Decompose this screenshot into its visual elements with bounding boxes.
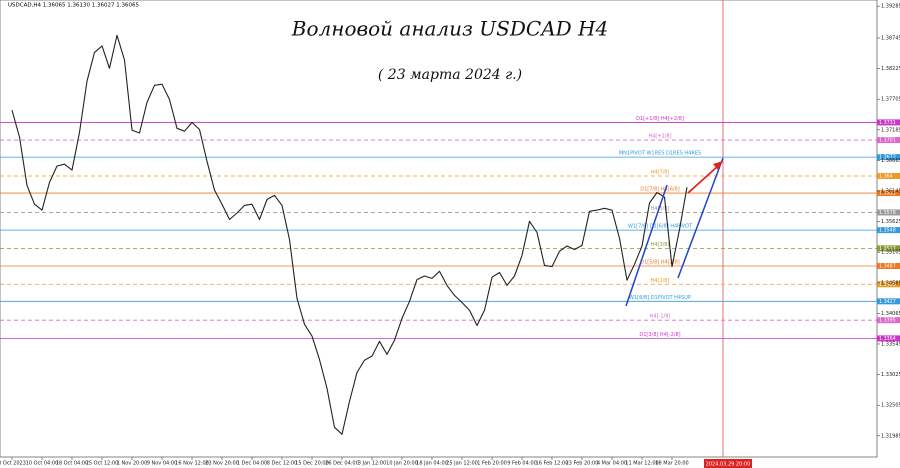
level-tag [877,281,900,288]
level-tag [877,119,900,126]
axis: 1.39285 1.38745 1.38225 1.37705 1.37185 1.366… [0,4,900,467]
level-tag [877,245,900,252]
level-label: H4[+1/8] [648,134,671,140]
x-tick-label: 1 Nov 20:00 [117,461,148,467]
y-tick-label: 1.39285 [881,4,900,10]
x-tick-label: 1 Dec 04:00 [237,461,267,467]
x-tick-label: 23 Feb 20:00 [566,461,599,467]
cursor-label: 2024.03.29 20:00 [706,462,751,468]
y-tick-label: 1.33545 [881,341,900,347]
x-tick-label: 26 Dec 04:00 [325,461,359,467]
level-tag [877,263,900,270]
y-tick-label: 1.35625 [881,219,900,225]
level-label: D1[7/8] H4[6/8] [640,187,680,193]
level-label: H4[7/8] [651,169,670,175]
level-tag-label: 1.3456 [879,282,896,288]
level-tag-label: 1.3487 [879,264,896,270]
level-tag-label: 1.3548 [879,228,896,234]
y-tick-label: 1.32505 [881,403,900,409]
level-tag-label: 1.364 [879,173,893,179]
level-tag [877,227,900,234]
wave-line [677,157,724,279]
level-tag-label: 1.3517 [879,246,896,252]
x-tick-label: 25 Oct 12:00 [86,461,119,467]
levels: D1[+1/8] H4[+2/8] 1.3731 H4[+1/8] 1.3701 MN1… [0,116,900,342]
chart-subtitle: ( 23 марта 2024 г.) [378,67,522,83]
x-tick-label: 9 Nov 04:00 [147,461,178,467]
level-tag-label: 1.3427 [879,299,896,305]
y-tick-label: 1.37705 [881,97,900,103]
y-tick-label: 1.37185 [881,127,900,133]
x-tick-label: 18 Jan 04:00 [416,461,448,467]
x-tick-label: 4 Mar 04:00 [597,461,627,467]
x-tick-label: 16 Nov 12:00 [175,461,209,467]
x-tick-label: 25 Jan 12:00 [446,461,478,467]
y-tick-label: 1.36665 [881,158,900,164]
price-line [11,34,688,435]
level-tag-label: 1.3672 [879,155,896,161]
x-tick-label: 1 Feb 20:00 [477,461,507,467]
level-label: MN1PIVOT W1RES D1RES H4RES [619,151,701,157]
level-label: D1[5/8] H4[2/8] [640,260,680,266]
x-tick-label: 9 Feb 04:00 [507,461,537,467]
level-tag [877,172,900,179]
y-tick-label: 1.34065 [881,311,900,317]
series [11,34,688,435]
x-tick-label: 3 Oct 2023 [0,461,26,467]
y-tick-label: 1.31985 [881,433,900,439]
x-tick-label: 23 Nov 20:00 [205,461,239,467]
cursor-tag [704,459,752,468]
x-tick-label: 3 Jan 12:00 [358,461,386,467]
level-tag-label: 1.3731 [879,120,896,126]
x-tick-label: 18 Mar 20:00 [655,461,688,467]
level-tag-label: 1.3611 [879,191,896,197]
y-tick-label: 1.38745 [881,35,900,41]
x-tick-label: 18 Oct 04:00 [56,461,89,467]
level-tag-label: 1.3578 [879,210,896,216]
x-tick-label: 10 Jan 20:00 [386,461,418,467]
level-label: H4[3/8] [651,242,670,248]
y-tick-label: 1.34585 [881,280,900,286]
level-label: D1[+1/8] H4[+2/8] [636,116,684,122]
level-label: W1[6/8] D1PIVOT H4SUP [629,295,691,301]
level-tag-label: 1.3364 [879,336,896,342]
x-tick-label: 16 Feb 12:00 [536,461,569,467]
level-tag [877,154,900,161]
level-tag-label: 1.3395 [879,318,896,324]
level-label: H4[1/8] [651,278,670,284]
chart-title: Волновой анализ USDCAD H4 [291,17,608,41]
forecast-arrow [687,165,719,194]
level-tag [877,335,900,342]
x-tick-label: 15 Dec 20:00 [295,461,329,467]
plot-frame [0,0,878,458]
level-label: H4[5/8] [651,206,670,212]
level-label: H4[-1/8] [650,314,671,320]
y-tick-label: 1.33025 [881,372,900,378]
level-tag [877,137,900,144]
y-tick-label: 1.36145 [881,188,900,194]
arrow-head [713,161,723,170]
x-tick-label: 11 Mar 12:00 [625,461,658,467]
x-tick-label: 8 Dec 12:00 [267,461,297,467]
level-tag-label: 1.3701 [879,138,896,144]
y-tick-label: 1.35105 [881,250,900,256]
level-label: D1[3/8] H4[-2/8] [639,332,680,338]
x-tick-label: 10 Oct 04:00 [26,461,59,467]
level-tag [877,298,900,305]
wave-line [625,184,668,307]
y-tick-label: 1.38225 [881,66,900,72]
level-tag [877,317,900,324]
level-tag [877,190,900,197]
level-tag [877,209,900,216]
level-label: W1[7/8] D1[6/8] H4PIVOT [628,224,693,230]
header: USDCAD,H4 1.36065 1.36130 1.36027 1.3606… [8,3,139,9]
